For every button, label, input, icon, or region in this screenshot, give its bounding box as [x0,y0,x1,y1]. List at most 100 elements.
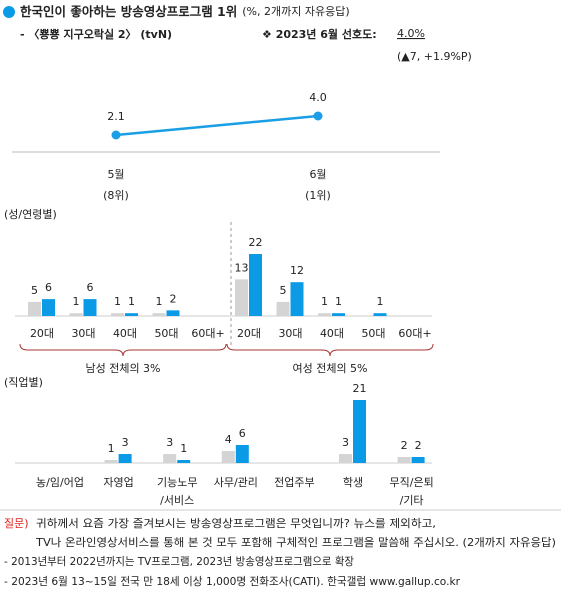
data-label: 1 [108,442,115,455]
data-label: 1 [180,442,187,455]
x-tick-label: 무직/은퇴/기타 [390,476,434,507]
section-title: (직업별) [4,376,43,389]
data-label: 2 [401,439,408,452]
x-tick-label: 사무/관리 [214,476,258,489]
x-tick-label: 60대+ [191,327,224,340]
x-tick-line: 기능노무 [157,476,197,489]
x-tick-label: 자영업 [103,476,133,489]
question-line: 귀하께서 요즘 가장 즐겨보시는 방송영상프로그램은 무엇입니까? 뉴스를 제외… [36,516,436,530]
x-tick-label: 20대 [30,327,54,340]
data-label: 4.0 [309,91,327,104]
data-label: 6 [45,281,52,294]
x-tick-line: 사무/관리 [214,476,258,489]
x-tick-label: 농/임/어업 [36,476,84,489]
data-label: 1 [114,295,121,308]
x-tick-line: /기타 [400,494,424,507]
brace [226,343,434,357]
program: - 〈뿅뿅 지구오락실 2〉 (tvN) [20,27,172,41]
x-tick-line: /서비스 [160,494,194,507]
data-label: 1 [321,295,328,308]
bar [177,460,191,463]
x-tick-label: 기능노무/서비스 [157,476,197,507]
data-label: 3 [166,436,173,449]
bar [83,299,97,316]
x-sublabel: (1위) [305,189,331,202]
bar [166,310,180,316]
bar [235,445,249,463]
bar [42,299,55,316]
title-note: (%, 2개까지 자유응답) [242,5,349,18]
bar [118,454,132,463]
title: 한국인이 좋아하는 방송영상프로그램 1위 [20,4,237,19]
data-label: 1 [73,295,80,308]
bar [411,457,425,463]
x-tick-label: 40대 [320,327,344,340]
x-tick-label: 30대 [71,327,95,340]
change: (▲7, +1.9%P) [397,50,472,63]
bar [339,454,352,463]
x-tick-label: 20대 [237,327,261,340]
bar [28,301,41,316]
bar [276,301,290,316]
data-label: 4 [225,433,232,446]
data-label: 22 [249,236,263,249]
bar [318,313,331,316]
bar [125,313,138,316]
data-label: 2 [415,439,422,452]
x-tick-line: 자영업 [103,476,133,489]
data-label: 6 [239,427,246,440]
data-label: 2 [170,292,177,305]
data-label: 12 [290,264,304,277]
bar [235,279,248,316]
data-label: 5 [31,284,38,297]
point [111,130,121,140]
bar [221,451,235,463]
section-title: (성/연령별) [4,208,57,221]
preference-label: ❖ 2023년 6월 선호도: [262,27,377,41]
x-tick-line: 무직/은퇴 [390,476,434,489]
bar [332,313,345,316]
data-label: 5 [280,284,287,297]
data-label: 1 [335,295,342,308]
bar [111,313,124,316]
question-line: TV나 온라인영상서비스를 통해 본 것 모두 포함해 구체적인 프로그램을 말… [35,535,556,549]
data-label: 1 [156,295,163,308]
data-label: 2.1 [107,110,125,123]
note: - 2023년 6월 13~15일 전국 만 18세 이상 1,000명 전화조… [4,574,460,588]
x-tick-line: 농/임/어업 [36,476,84,489]
x-tick-line: 학생 [343,476,363,489]
x-tick-label: 전업주부 [274,476,314,489]
bar [249,254,262,316]
data-label: 21 [353,382,367,395]
data-label: 6 [87,281,94,294]
x-tick-line: 전업주부 [274,476,314,489]
group-label: 여성 전체의 5% [292,362,367,375]
bar [69,313,83,316]
data-label: 13 [235,261,249,274]
bar [163,454,177,463]
x-tick-label: 30대 [278,327,302,340]
bar [104,460,118,463]
bullet [3,6,15,18]
x-tick-label: 40대 [113,327,137,340]
header-title: 한국인이 좋아하는 방송영상프로그램 1위 (%, 2개까지 자유응답) [20,4,350,19]
x-tick-label: 60대+ [398,327,431,340]
data-label: 1 [377,295,384,308]
group-label: 남성 전체의 3% [85,362,160,375]
question-label: 질문) [4,517,29,530]
preference-value: 4.0% [397,27,425,40]
bar [397,457,411,463]
x-tick-label: 5월 [107,168,124,181]
bar [373,313,387,316]
bar [290,282,304,316]
brace [19,343,227,357]
data-label: 1 [128,295,135,308]
data-label: 3 [342,436,349,449]
data-label: 3 [122,436,129,449]
x-tick-label: 50대 [361,327,385,340]
point [313,111,323,121]
bar [152,313,166,316]
x-sublabel: (8위) [103,189,129,202]
x-tick-label: 6월 [309,168,326,181]
